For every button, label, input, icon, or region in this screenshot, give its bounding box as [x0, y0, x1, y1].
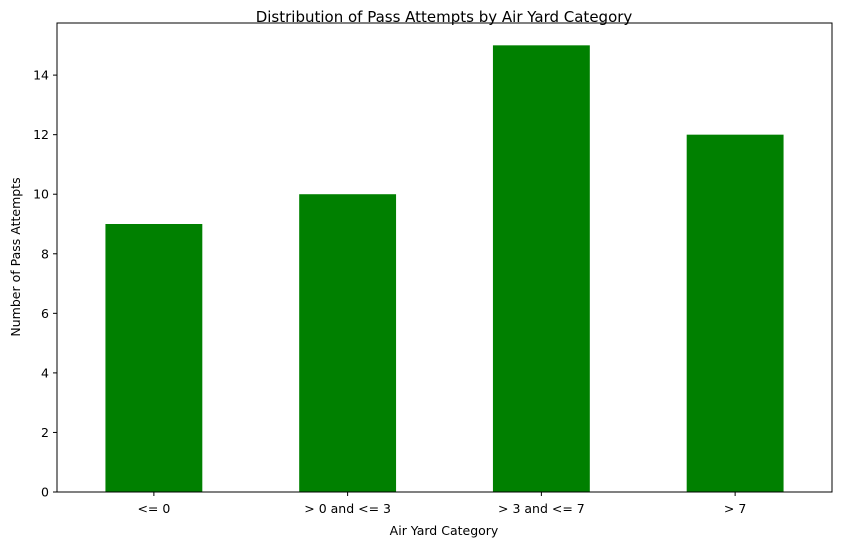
x-tick-label-1: > 0 and <= 3	[304, 501, 391, 516]
bars-group	[105, 45, 784, 492]
y-tick-label-7: 14	[33, 68, 49, 83]
x-axis-title: Air Yard Category	[390, 523, 499, 538]
y-tick-label-5: 10	[33, 187, 49, 202]
y-tick-label-3: 6	[41, 306, 49, 321]
y-axis: 0 2 4 6 8 10 12 14	[33, 68, 57, 500]
bar-0	[105, 224, 203, 492]
x-tick-label-3: > 7	[724, 501, 746, 516]
y-tick-label-1: 2	[41, 425, 49, 440]
y-tick-label-6: 12	[33, 127, 49, 142]
bar-2	[492, 45, 590, 492]
plot-frame	[56, 22, 833, 493]
y-axis-title: Number of Pass Attempts	[8, 177, 23, 336]
x-tick-label-0: <= 0	[137, 501, 170, 516]
x-tick-label-2: > 3 and <= 7	[498, 501, 585, 516]
x-axis: <= 0 > 0 and <= 3 > 3 and <= 7 > 7	[137, 492, 746, 516]
y-tick-label-4: 8	[41, 246, 49, 261]
chart-title: Distribution of Pass Attempts by Air Yar…	[256, 8, 633, 26]
bar-1	[299, 194, 397, 492]
y-tick-label-0: 0	[41, 485, 49, 500]
y-tick-label-2: 4	[41, 365, 49, 380]
bar-3	[686, 134, 784, 492]
